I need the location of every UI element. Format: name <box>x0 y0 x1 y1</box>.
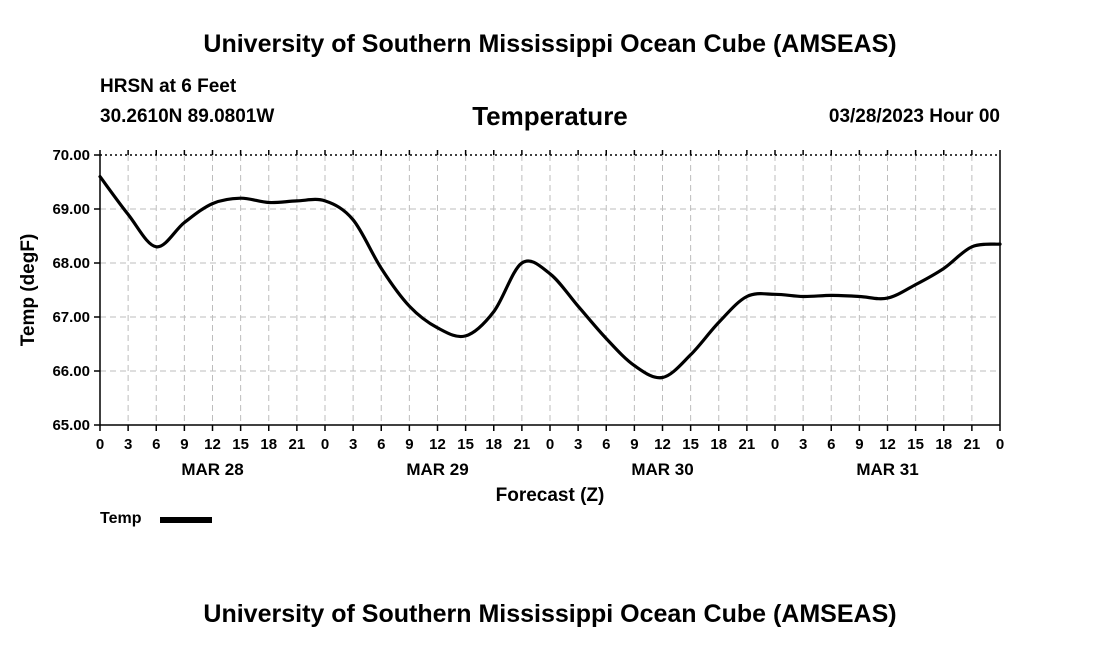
main-title: University of Southern Mississippi Ocean… <box>203 30 897 58</box>
x-tick-label: 15 <box>682 436 699 453</box>
x-tick-label: 12 <box>879 436 896 453</box>
x-tick-label: 3 <box>349 436 357 453</box>
day-label: MAR 30 <box>631 460 693 479</box>
x-tick-label: 0 <box>771 436 779 453</box>
x-tick-label: 18 <box>260 436 277 453</box>
x-tick-label: 9 <box>855 436 863 453</box>
legend-line-swatch <box>160 517 212 523</box>
x-tick-label: 18 <box>710 436 727 453</box>
x-tick-label: 3 <box>124 436 132 453</box>
y-tick-label: 68.00 <box>52 255 90 272</box>
legend-label: Temp <box>100 510 142 527</box>
y-tick-label: 65.00 <box>52 417 90 434</box>
y-tick-label: 69.00 <box>52 201 90 218</box>
day-label: MAR 28 <box>181 460 243 479</box>
x-tick-label: 6 <box>602 436 610 453</box>
x-tick-label: 21 <box>739 436 756 453</box>
x-tick-label: 0 <box>96 436 104 453</box>
chart-title: Temperature <box>472 101 628 131</box>
x-axis-label: Forecast (Z) <box>496 485 605 506</box>
x-tick-label: 15 <box>457 436 474 453</box>
series-line-temp <box>98 175 1002 380</box>
y-axis-label: Temp (degF) <box>18 234 39 347</box>
x-tick-label: 3 <box>799 436 807 453</box>
x-tick-label: 18 <box>935 436 952 453</box>
x-tick-label: 21 <box>289 436 306 453</box>
y-tick-label: 67.00 <box>52 309 90 326</box>
x-tick-label: 15 <box>232 436 249 453</box>
x-tick-label: 12 <box>429 436 446 453</box>
x-tick-label: 0 <box>546 436 554 453</box>
station-label: HRSN at 6 Feet <box>100 76 237 97</box>
x-tick-label: 0 <box>321 436 329 453</box>
y-tick-label: 70.00 <box>52 147 90 164</box>
x-tick-label: 3 <box>574 436 582 453</box>
x-tick-label: 15 <box>907 436 924 453</box>
x-tick-label: 9 <box>180 436 188 453</box>
x-tick-label: 12 <box>204 436 221 453</box>
x-tick-label: 9 <box>630 436 638 453</box>
x-tick-label: 18 <box>485 436 502 453</box>
station-coordinates: 30.2610N 89.0801W <box>100 106 275 127</box>
day-label: MAR 31 <box>856 460 918 479</box>
x-tick-label: 0 <box>996 436 1004 453</box>
day-label: MAR 29 <box>406 460 468 479</box>
x-tick-label: 6 <box>827 436 835 453</box>
x-tick-label: 6 <box>377 436 385 453</box>
run-time: 03/28/2023 Hour 00 <box>828 106 1000 127</box>
x-tick-label: 21 <box>514 436 531 453</box>
x-tick-label: 12 <box>654 436 671 453</box>
x-tick-label: 21 <box>964 436 981 453</box>
y-tick-label: 66.00 <box>52 363 90 380</box>
x-tick-label: 9 <box>405 436 413 453</box>
footer-title: University of Southern Mississippi Ocean… <box>203 600 897 628</box>
x-tick-label: 6 <box>152 436 160 453</box>
